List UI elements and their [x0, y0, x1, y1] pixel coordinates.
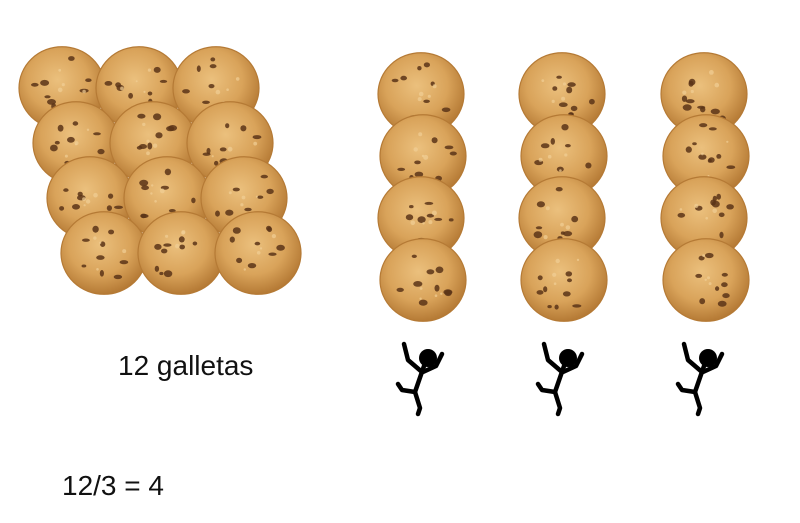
cookie-icon — [520, 238, 608, 322]
cookie-icon — [662, 238, 750, 322]
cookie-icon — [518, 176, 606, 260]
cookie-icon — [214, 211, 302, 295]
cookie-icon — [377, 176, 465, 260]
cookie-group — [377, 52, 467, 322]
stick-figure-icon — [395, 341, 445, 417]
total-cookies-label: 12 galletas — [118, 350, 254, 381]
cookie-icon — [518, 52, 606, 136]
people-row — [395, 341, 725, 417]
cookie-icon — [660, 52, 748, 136]
cookie-pile — [18, 46, 302, 295]
stick-figure-icon — [675, 341, 725, 417]
cookie-icon — [377, 52, 465, 136]
division-equation: 12/3 = 4 — [62, 470, 164, 501]
cookie-icon — [379, 238, 467, 322]
stick-figure-icon — [535, 341, 585, 417]
cookie-icon — [60, 211, 148, 295]
cookie-group — [660, 52, 750, 322]
cookie-icon — [379, 114, 467, 198]
cookie-icon — [660, 176, 748, 260]
cookie-icon — [137, 211, 225, 295]
cookie-group — [518, 52, 608, 322]
cookie-groups — [377, 52, 750, 322]
